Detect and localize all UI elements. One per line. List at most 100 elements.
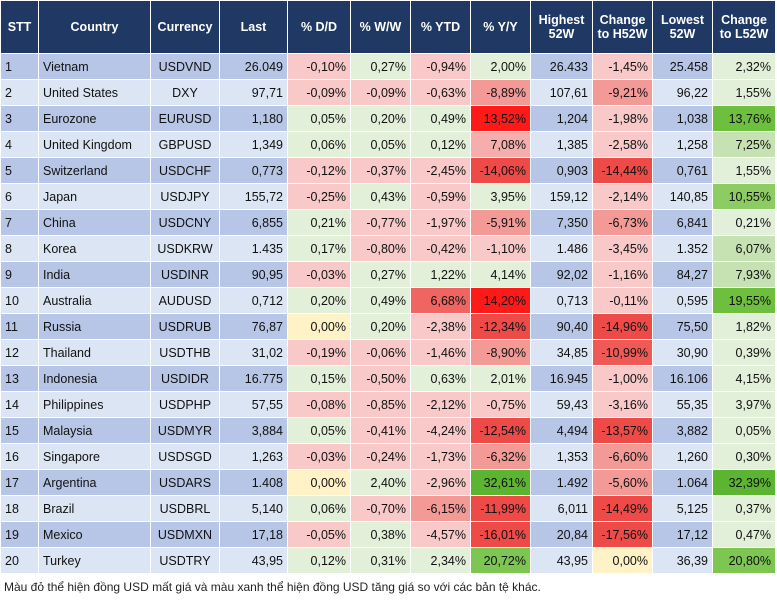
table-cell: -11,99% bbox=[470, 495, 531, 522]
country-cell: Argentina bbox=[38, 469, 151, 496]
table-cell: 0,595 bbox=[652, 287, 713, 314]
table-cell: -2,58% bbox=[592, 131, 653, 158]
table-cell: 97,71 bbox=[219, 79, 288, 106]
table-cell: -8,89% bbox=[470, 79, 531, 106]
table-row: 14 Philippines USDPHP 57,55 -0,08% -0,85% -2,1… bbox=[0, 391, 776, 418]
country-cell: Japan bbox=[38, 183, 151, 210]
table-cell: 3,95% bbox=[470, 183, 531, 210]
table-cell: 155,72 bbox=[219, 183, 288, 210]
table-cell: 2,32% bbox=[712, 53, 776, 80]
table-row: 19 Mexico USDMXN 17,18 -0,05% 0,38% -4,57% -16,… bbox=[0, 521, 776, 548]
table-cell: -4,57% bbox=[410, 521, 471, 548]
table-cell: 4,14% bbox=[470, 261, 531, 288]
table-cell: -14,06% bbox=[470, 157, 531, 184]
table-row: 16 Singapore USDSGD 1,263 -0,03% -0,24% -1,73%… bbox=[0, 443, 776, 470]
table-cell: -0,05% bbox=[287, 521, 351, 548]
table-cell: USDTHB bbox=[150, 339, 220, 366]
fx-table: STT Country Currency Last% D/D% W/W% YTD% Y… bbox=[0, 0, 776, 574]
table-cell: -0,19% bbox=[287, 339, 351, 366]
table-cell: -12,54% bbox=[470, 417, 531, 444]
table-cell: 0,27% bbox=[350, 261, 411, 288]
country-cell: Brazil bbox=[38, 495, 151, 522]
table-cell: 3,884 bbox=[219, 417, 288, 444]
table-cell: 84,27 bbox=[652, 261, 713, 288]
table-cell: 8 bbox=[0, 235, 39, 262]
table-cell: 18 bbox=[0, 495, 39, 522]
column-header: Lowest 52W bbox=[652, 0, 713, 54]
table-cell: 7,93% bbox=[712, 261, 776, 288]
table-cell: 13 bbox=[0, 365, 39, 392]
table-cell: USDKRW bbox=[150, 235, 220, 262]
table-cell: 30,90 bbox=[652, 339, 713, 366]
column-header: % YTD bbox=[410, 0, 471, 54]
table-cell: 75,50 bbox=[652, 313, 713, 340]
table-cell: -0,24% bbox=[350, 443, 411, 470]
table-row: 3 Eurozone EURUSD 1,180 0,05% 0,20% 0,49% 13,52… bbox=[0, 105, 776, 132]
table-cell: -13,57% bbox=[592, 417, 653, 444]
table-cell: 0,05% bbox=[287, 417, 351, 444]
column-header: Country bbox=[38, 0, 151, 54]
table-cell: 0,63% bbox=[410, 365, 471, 392]
table-cell: 0,31% bbox=[350, 547, 411, 574]
table-cell: -1,10% bbox=[470, 235, 531, 262]
table-cell: 1,180 bbox=[219, 105, 288, 132]
table-cell: 0,17% bbox=[287, 235, 351, 262]
table-cell: 57,55 bbox=[219, 391, 288, 418]
table-cell: 4 bbox=[0, 131, 39, 158]
column-header: Change to H52W bbox=[592, 0, 653, 54]
table-cell: 90,95 bbox=[219, 261, 288, 288]
table-cell: 2,00% bbox=[470, 53, 531, 80]
table-cell: -14,44% bbox=[592, 157, 653, 184]
table-cell: 3,97% bbox=[712, 391, 776, 418]
table-cell: -0,12% bbox=[287, 157, 351, 184]
country-cell: Eurozone bbox=[38, 105, 151, 132]
footnote: Màu đỏ thể hiện đồng USD mất giá và màu … bbox=[4, 580, 541, 594]
table-cell: 10 bbox=[0, 287, 39, 314]
table-cell: 1.486 bbox=[530, 235, 593, 262]
table-row: 18 Brazil USDBRL 5,140 0,06% -0,70% -6,15% -11,… bbox=[0, 495, 776, 522]
column-header: % D/D bbox=[287, 0, 351, 54]
table-cell: 1,038 bbox=[652, 105, 713, 132]
table-cell: 6 bbox=[0, 183, 39, 210]
country-cell: Malaysia bbox=[38, 417, 151, 444]
table-cell: USDCHF bbox=[150, 157, 220, 184]
table-cell: 107,61 bbox=[530, 79, 593, 106]
table-cell: 3,882 bbox=[652, 417, 713, 444]
table-cell: 1.352 bbox=[652, 235, 713, 262]
table-row: 6 Japan USDJPY 155,72 -0,25% 0,43% -0,59% 3,95%… bbox=[0, 183, 776, 210]
table-cell: USDCNY bbox=[150, 209, 220, 236]
table-cell: -3,16% bbox=[592, 391, 653, 418]
table-cell: -10,99% bbox=[592, 339, 653, 366]
table-cell: -6,32% bbox=[470, 443, 531, 470]
table-cell: 1.492 bbox=[530, 469, 593, 496]
table-cell: 1,349 bbox=[219, 131, 288, 158]
table-cell: -1,45% bbox=[592, 53, 653, 80]
table-cell: 90,40 bbox=[530, 313, 593, 340]
table-cell: -0,10% bbox=[287, 53, 351, 80]
table-cell: -6,15% bbox=[410, 495, 471, 522]
country-cell: Vietnam bbox=[38, 53, 151, 80]
table-cell: 96,22 bbox=[652, 79, 713, 106]
table-cell: 0,30% bbox=[712, 443, 776, 470]
table-cell: 1,82% bbox=[712, 313, 776, 340]
table-cell: 0,49% bbox=[410, 105, 471, 132]
table-cell: USDBRL bbox=[150, 495, 220, 522]
table-cell: -12,34% bbox=[470, 313, 531, 340]
table-cell: 14 bbox=[0, 391, 39, 418]
table-cell: 0,761 bbox=[652, 157, 713, 184]
table-cell: -3,45% bbox=[592, 235, 653, 262]
table-cell: 7 bbox=[0, 209, 39, 236]
table-cell: 36,39 bbox=[652, 547, 713, 574]
table-cell: -8,90% bbox=[470, 339, 531, 366]
table-cell: 55,35 bbox=[652, 391, 713, 418]
table-cell: 12 bbox=[0, 339, 39, 366]
country-cell: Russia bbox=[38, 313, 151, 340]
table-cell: GBPUSD bbox=[150, 131, 220, 158]
table-cell: 0,20% bbox=[287, 287, 351, 314]
table-cell: 0,49% bbox=[350, 287, 411, 314]
table-cell: -1,98% bbox=[592, 105, 653, 132]
table-cell: 7,25% bbox=[712, 131, 776, 158]
table-header: STT Country Currency Last% D/D% W/W% YTD% Y… bbox=[0, 0, 776, 54]
table-cell: -6,73% bbox=[592, 209, 653, 236]
table-cell: -5,91% bbox=[470, 209, 531, 236]
